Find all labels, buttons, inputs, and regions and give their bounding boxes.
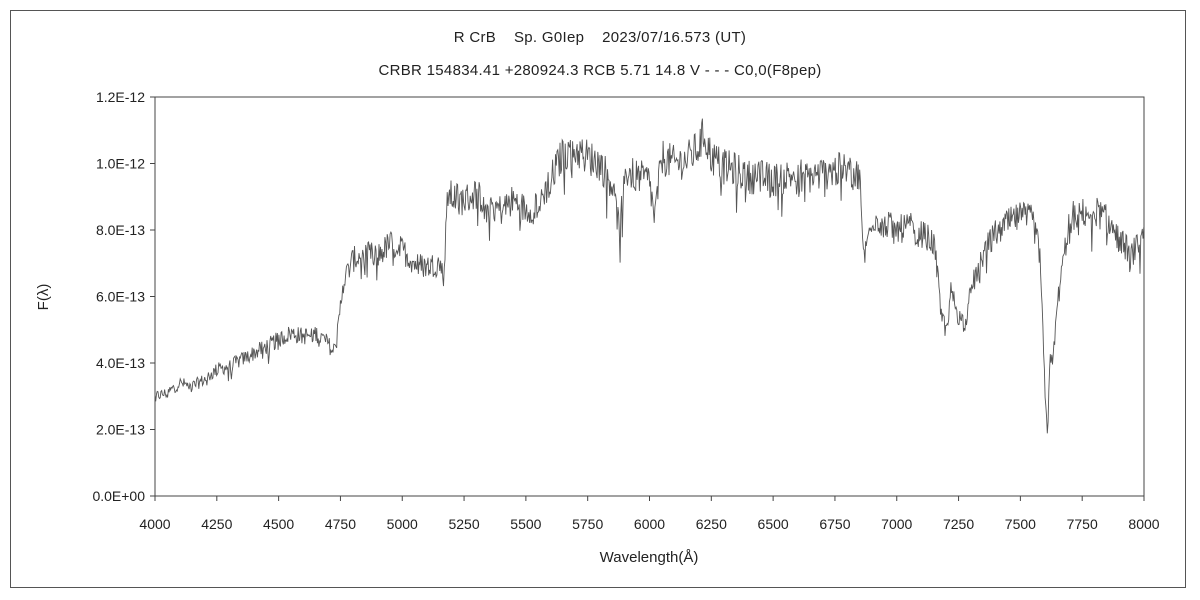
x-tick-label: 4000 — [139, 516, 170, 532]
x-tick-label: 5250 — [448, 516, 479, 532]
chart-title: R CrB Sp. G0Iep 2023/07/16.573 (UT) — [453, 29, 747, 46]
y-tick-label: 4.0E-13 — [96, 355, 145, 371]
chart-subtitle: CRBR 154834.41 +280924.3 RCB 5.71 14.8 V… — [378, 62, 822, 79]
spectrum-line — [154, 118, 1145, 434]
axis-ticks: 4000 4250 4500 4750 5000 5250 5500 5750 6000 6250… — [92, 89, 1159, 532]
x-tick-label: 7750 — [1067, 516, 1098, 532]
y-tick-label: 6.0E-13 — [96, 289, 145, 305]
x-tick-label: 8000 — [1128, 516, 1159, 532]
y-tick-label: 1.0E-12 — [96, 156, 145, 172]
x-tick-label: 6250 — [696, 516, 727, 532]
x-tick-label: 7000 — [881, 516, 912, 532]
plot-area-border — [154, 96, 1145, 497]
x-tick-label: 4250 — [201, 516, 232, 532]
x-tick-label: 5750 — [572, 516, 603, 532]
y-tick-label: 8.0E-13 — [96, 222, 145, 238]
x-tick-label: 7250 — [943, 516, 974, 532]
x-tick-label: 4750 — [325, 516, 356, 532]
y-tick-label: 0.0E+00 — [92, 488, 145, 504]
y-axis-label: F(λ) — [35, 284, 52, 311]
y-tick-label: 1.2E-12 — [96, 89, 145, 105]
x-tick-label: 6500 — [758, 516, 789, 532]
y-tick-label: 2.0E-13 — [96, 422, 145, 438]
x-tick-label: 7500 — [1005, 516, 1036, 532]
x-tick-label: 6750 — [819, 516, 850, 532]
x-tick-label: 6000 — [634, 516, 665, 532]
chart-frame — [10, 10, 1186, 588]
x-axis-label: Wavelength(Å) — [600, 549, 699, 566]
x-tick-label: 5000 — [387, 516, 418, 532]
x-tick-label: 4500 — [263, 516, 294, 532]
x-tick-label: 5500 — [510, 516, 541, 532]
